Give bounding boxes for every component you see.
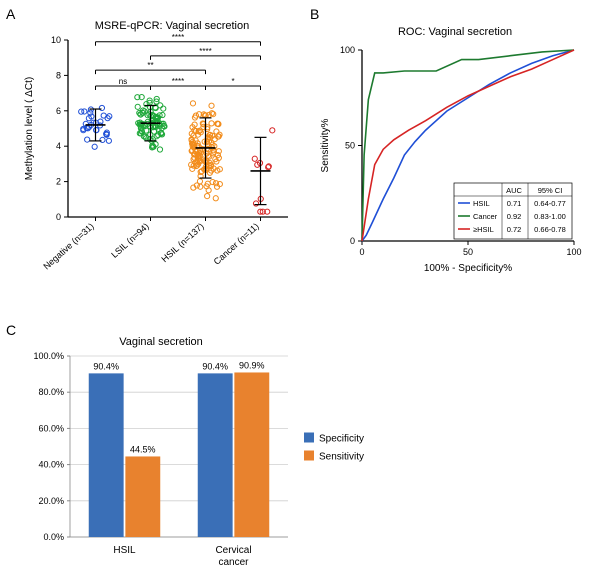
- svg-text:0.83-1.00: 0.83-1.00: [534, 212, 566, 221]
- svg-text:Sensitivity%: Sensitivity%: [320, 118, 331, 172]
- svg-text:4: 4: [56, 141, 61, 151]
- svg-text:****: ****: [172, 77, 184, 86]
- panel-c-title: Vaginal secretion: [86, 336, 236, 348]
- svg-text:0: 0: [359, 247, 364, 257]
- svg-text:60.0%: 60.0%: [38, 423, 64, 433]
- svg-text:Cervical: Cervical: [215, 545, 251, 556]
- panel-b-label: B: [310, 6, 319, 22]
- svg-text:50: 50: [345, 141, 355, 151]
- svg-text:Sensitivity: Sensitivity: [319, 452, 364, 463]
- svg-text:≥HSIL: ≥HSIL: [473, 225, 494, 234]
- svg-text:HSIL: HSIL: [113, 545, 136, 556]
- svg-text:100: 100: [340, 45, 355, 55]
- svg-text:90.4%: 90.4%: [202, 361, 228, 371]
- svg-text:HSIL (n=137): HSIL (n=137): [159, 221, 205, 264]
- svg-text:ns: ns: [119, 77, 127, 86]
- panel-c-label: C: [6, 322, 16, 338]
- svg-text:20.0%: 20.0%: [38, 496, 64, 506]
- svg-text:0.0%: 0.0%: [43, 532, 64, 542]
- svg-text:HSIL: HSIL: [473, 199, 490, 208]
- svg-text:Cancer (n=11): Cancer (n=11): [212, 221, 261, 267]
- svg-text:6: 6: [56, 106, 61, 116]
- svg-text:0: 0: [56, 212, 61, 222]
- svg-text:****: ****: [199, 47, 211, 56]
- svg-text:8: 8: [56, 70, 61, 80]
- svg-text:0.64-0.77: 0.64-0.77: [534, 199, 566, 208]
- svg-text:cancer: cancer: [218, 557, 249, 568]
- svg-text:50: 50: [463, 247, 473, 257]
- panel-a-chart: 0 2 4 6 8 10 Methylation level ( ΔCt) Negative …: [18, 34, 298, 289]
- svg-text:0.71: 0.71: [507, 199, 522, 208]
- svg-text:90.4%: 90.4%: [93, 361, 119, 371]
- svg-text:100: 100: [566, 247, 581, 257]
- panel-a-title: MSRE-qPCR: Vaginal secretion: [62, 20, 282, 32]
- svg-text:95% CI: 95% CI: [538, 186, 563, 195]
- svg-text:Cancer: Cancer: [473, 212, 498, 221]
- svg-text:100% - Specificity%: 100% - Specificity%: [424, 263, 512, 274]
- svg-text:44.5%: 44.5%: [130, 444, 156, 454]
- svg-text:**: **: [147, 61, 153, 70]
- svg-text:LSIL (n=94): LSIL (n=94): [109, 221, 151, 260]
- svg-text:****: ****: [172, 34, 184, 42]
- svg-text:10: 10: [51, 35, 61, 45]
- panel-a-label: A: [6, 6, 15, 22]
- svg-text:Specificity: Specificity: [319, 434, 364, 445]
- svg-text:40.0%: 40.0%: [38, 460, 64, 470]
- svg-text:100.0%: 100.0%: [33, 351, 64, 361]
- panel-c-chart: 0.0% 20.0% 40.0% 60.0% 80.0% 100.0% 90.4% 44.5%…: [18, 350, 398, 575]
- svg-text:AUC: AUC: [506, 186, 522, 195]
- svg-text:2: 2: [56, 177, 61, 187]
- svg-text:0: 0: [350, 236, 355, 246]
- svg-text:0.72: 0.72: [507, 225, 522, 234]
- svg-text:Negative (n=31): Negative (n=31): [41, 221, 95, 271]
- panel-b-title: ROC: Vaginal secretion: [360, 26, 550, 38]
- svg-text:0.66-0.78: 0.66-0.78: [534, 225, 566, 234]
- svg-text:0.92: 0.92: [507, 212, 522, 221]
- svg-text:80.0%: 80.0%: [38, 387, 64, 397]
- svg-text:Methylation level ( ΔCt): Methylation level ( ΔCt): [24, 77, 35, 180]
- svg-text:*: *: [231, 77, 234, 86]
- panel-b-chart: 00 50 50 100 100 100% - Specificity% Sensitivi…: [314, 40, 584, 275]
- svg-text:90.9%: 90.9%: [239, 360, 265, 370]
